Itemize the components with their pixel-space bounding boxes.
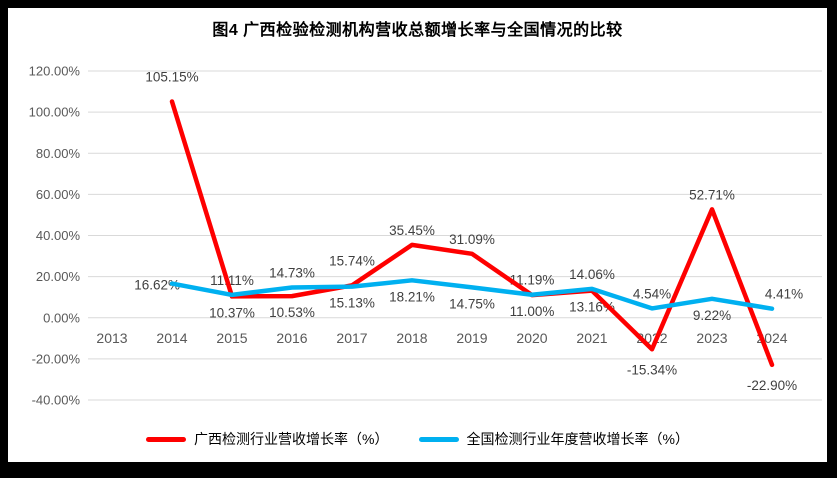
data-label: 10.53%: [269, 305, 315, 320]
y-tick-label: 120.00%: [29, 64, 81, 79]
y-tick-label: 60.00%: [36, 187, 81, 202]
data-label: 18.21%: [389, 289, 435, 304]
x-tick-label: 2018: [396, 330, 427, 346]
data-label: 35.45%: [389, 223, 435, 238]
x-tick-label: 2015: [216, 330, 247, 346]
x-tick-label: 2014: [156, 330, 187, 346]
data-labels-series-0: 105.15% 10.37% 10.53% 15.74% 35.45% 31.09% 11.…: [145, 70, 797, 393]
data-label: 11.00%: [510, 304, 555, 319]
data-label: -22.90%: [747, 378, 797, 393]
y-tick-label: -40.00%: [32, 393, 81, 408]
legend-item-1: 全国检测行业年度营收增长率（%）: [418, 429, 689, 449]
y-tick-label: 0.00%: [43, 310, 80, 325]
x-tick-label: 2021: [576, 330, 607, 346]
data-label: 11.19%: [510, 273, 555, 288]
chart-canvas: 图4 广西检验检测机构营收总额增长率与全国情况的比较 120.00% 100.00…: [8, 8, 827, 462]
x-tick-label: 2023: [696, 330, 727, 346]
data-label: 11.11%: [210, 273, 254, 288]
data-label: 15.74%: [329, 253, 375, 268]
x-tick-label: 2017: [336, 330, 367, 346]
data-label: 4.54%: [633, 286, 671, 301]
legend-item-0: 广西检测行业营收增长率（%）: [146, 429, 389, 449]
data-label: 14.75%: [449, 296, 495, 311]
y-tick-label: 80.00%: [36, 146, 81, 161]
gridlines: [88, 70, 822, 401]
series-line-0: [169, 99, 775, 368]
data-label: 9.22%: [693, 308, 731, 323]
data-label: 31.09%: [449, 232, 495, 247]
legend-line-swatch: [418, 436, 459, 442]
chart-svg: 120.00% 100.00% 80.00% 60.00% 40.00% 20.00% 0.…: [29, 64, 822, 408]
x-axis-labels: 2013 2014 2015 2016 2017 2018 2019 2020 2021 2022…: [96, 330, 787, 346]
x-tick-label: 2019: [456, 330, 487, 346]
x-tick-label: 2013: [96, 330, 127, 346]
chart-title: 图4 广西检验检测机构营收总额增长率与全国情况的比较: [212, 22, 623, 39]
legend-line-swatch: [146, 436, 187, 442]
y-tick-label: 40.00%: [36, 228, 81, 243]
data-label: 14.73%: [269, 265, 315, 280]
legend-label: 广西检测行业营收增长率（%）: [194, 431, 389, 447]
y-axis-labels: 120.00% 100.00% 80.00% 60.00% 40.00% 20.00% 0.…: [29, 64, 81, 408]
data-label: 14.06%: [569, 267, 615, 282]
data-label: 10.37%: [209, 305, 255, 320]
y-tick-label: -20.00%: [32, 351, 81, 366]
y-tick-label: 20.00%: [36, 269, 81, 284]
data-label: 105.15%: [145, 70, 198, 85]
data-label: 4.41%: [765, 287, 803, 302]
x-tick-label: 2016: [276, 330, 307, 346]
legend-label: 全国检测行业年度营收增长率（%）: [466, 431, 689, 447]
y-tick-label: 100.00%: [29, 105, 81, 120]
chart-legend: 广西检测行业营收增长率（%） 全国检测行业年度营收增长率（%）: [8, 429, 827, 449]
data-label: 15.13%: [329, 296, 375, 311]
data-label: -15.34%: [627, 362, 677, 377]
data-label: 52.71%: [689, 187, 735, 202]
series-line-1: [169, 278, 775, 311]
data-label: 16.62%: [134, 278, 180, 293]
x-tick-label: 2020: [516, 330, 547, 346]
data-labels-series-1: 16.62% 11.11% 14.73% 15.13% 18.21% 14.75% 11.1…: [134, 265, 803, 322]
